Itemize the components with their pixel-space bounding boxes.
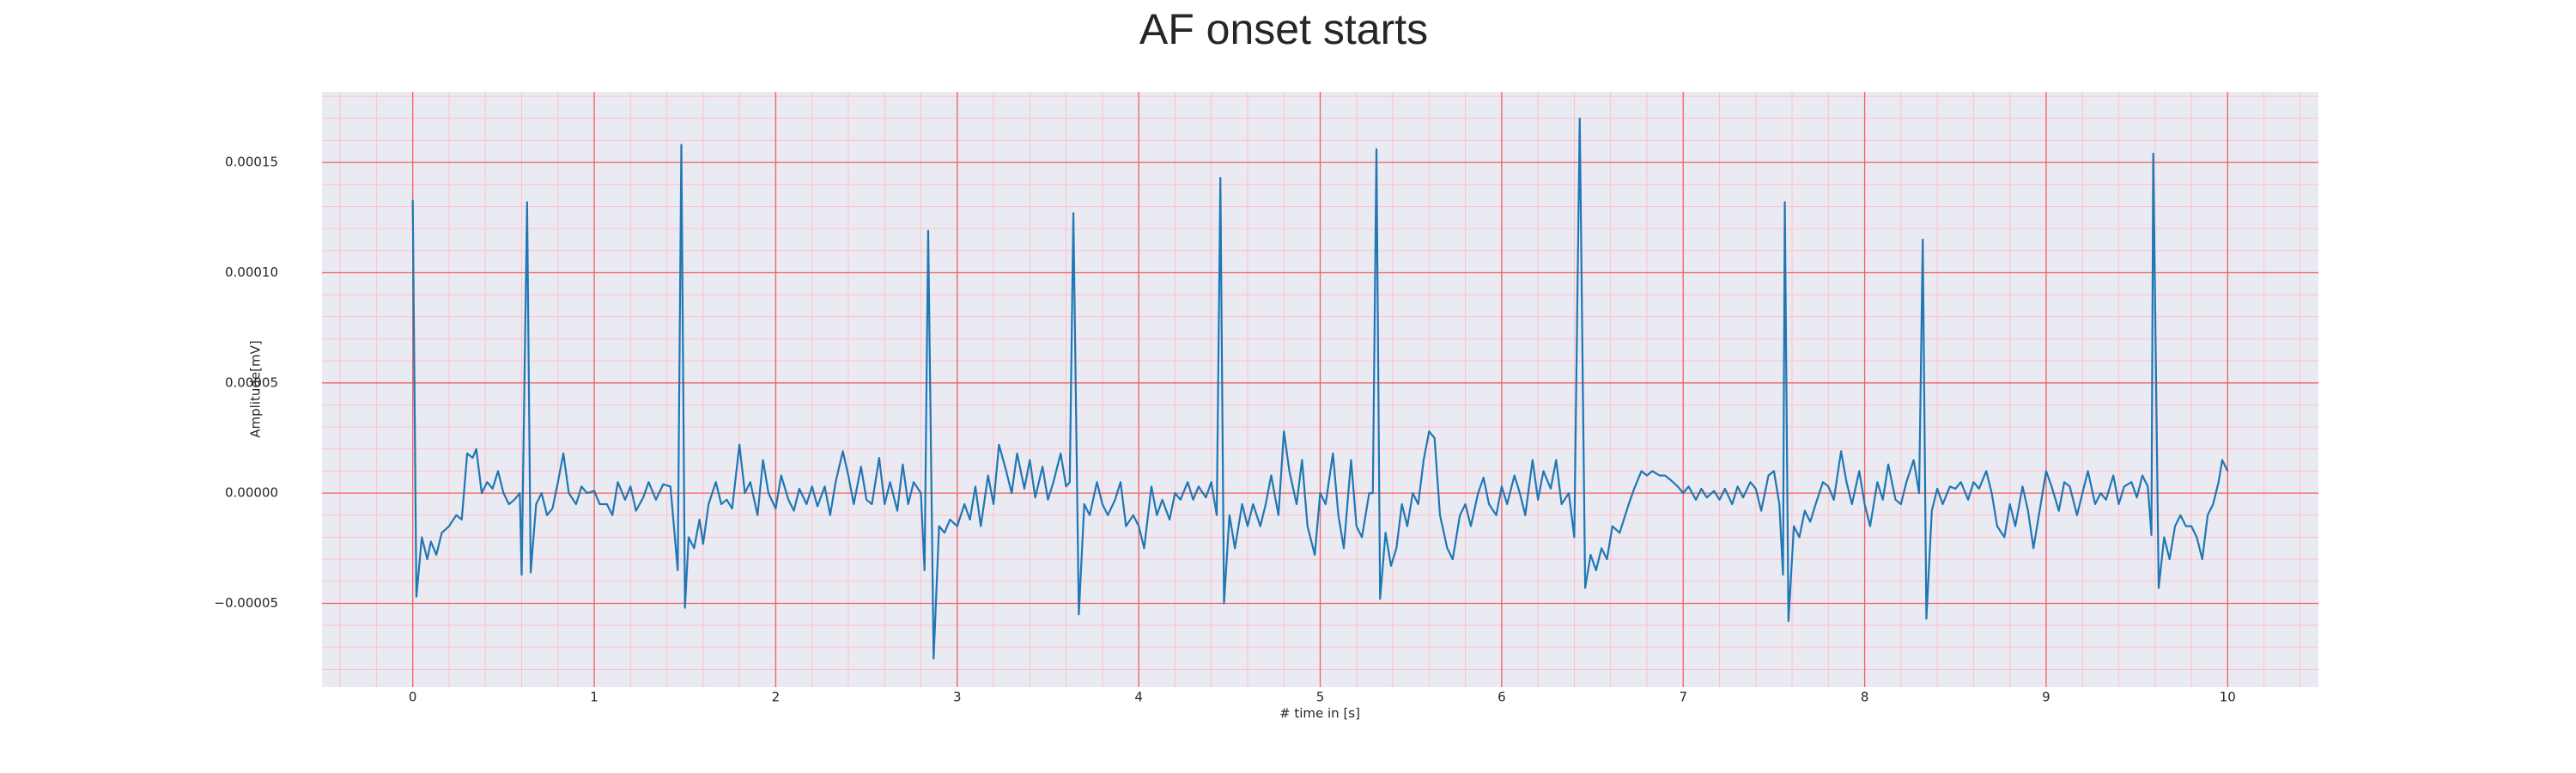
x-tick-label: 1 — [590, 690, 598, 705]
x-tick-label: 2 — [772, 690, 781, 705]
x-tick-label: 10 — [2220, 690, 2236, 705]
grid — [322, 92, 2318, 687]
x-tick-label: 4 — [1134, 690, 1143, 705]
chart-title: AF onset starts — [1139, 5, 1428, 53]
x-tick-label: 5 — [1316, 690, 1325, 705]
y-tick-label: 0.00005 — [225, 374, 278, 390]
y-tick-label: −0.00005 — [214, 595, 278, 611]
x-tick-label: 9 — [2042, 690, 2050, 705]
x-tick-label: 7 — [1679, 690, 1687, 705]
marks — [411, 117, 2229, 660]
signal-line — [411, 117, 2229, 660]
x-axis-label: # time in [s] — [1279, 706, 1360, 721]
y-tick-label: 0.00015 — [225, 155, 278, 170]
y-tick-label: 0.00010 — [225, 265, 278, 280]
y-tick-label: 0.00000 — [225, 485, 278, 501]
x-tick-label: 0 — [409, 690, 417, 705]
x-tick-label: 8 — [1861, 690, 1869, 705]
x-tick-label: 6 — [1498, 690, 1506, 705]
x-tick-label: 3 — [953, 690, 962, 705]
y-axis-label: Amplitude[mV] — [248, 340, 264, 437]
